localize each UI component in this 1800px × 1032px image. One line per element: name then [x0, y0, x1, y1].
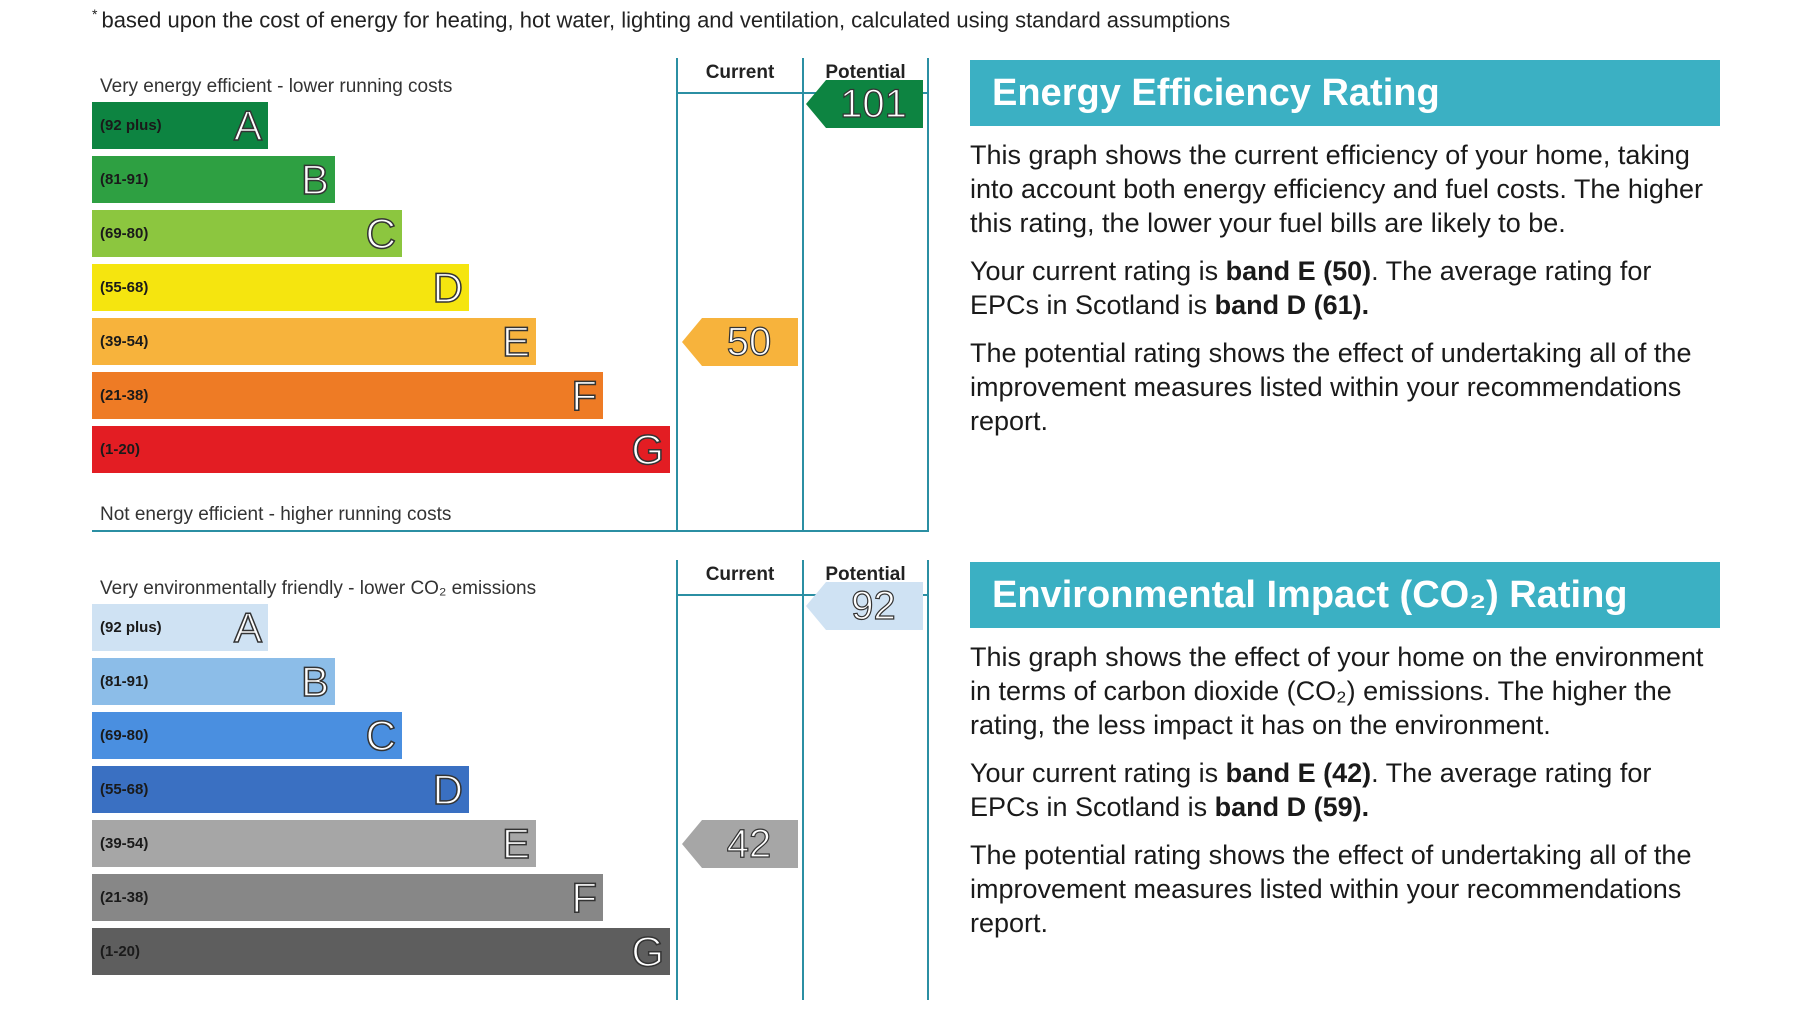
- potential-rating-arrow: 101: [806, 80, 923, 128]
- band-bar-e: (39-54) E: [92, 318, 536, 365]
- rating-text-middle: . The average rating for EPCs in Scotlan…: [970, 758, 1652, 822]
- band-range-label: (55-68): [100, 279, 149, 296]
- column-divider: [802, 560, 804, 1000]
- band-range-label: (1-20): [100, 441, 141, 458]
- band-bar-a: (92 plus) A: [92, 102, 268, 149]
- header-rule: [676, 594, 929, 596]
- band-range-label: (1-20): [100, 943, 141, 960]
- band-range-label: (21-38): [100, 889, 149, 906]
- band-range-label: (69-80): [100, 727, 149, 744]
- average-band-text: band D (59).: [1214, 792, 1370, 822]
- average-band-text: band D (61).: [1214, 290, 1370, 320]
- chart-top-caption: Very energy efficient - lower running co…: [100, 76, 453, 97]
- band-range-label: (92 plus): [100, 619, 162, 636]
- band-bar-d: (55-68) D: [92, 766, 469, 813]
- header-rule: [676, 92, 929, 94]
- panel-description: This graph shows the effect of your home…: [970, 642, 1704, 740]
- energy-efficiency-panel: Energy Efficiency Rating This graph show…: [970, 60, 1720, 438]
- band-letter: A: [233, 101, 263, 149]
- chart-bottom-caption: Not energy efficient - higher running co…: [100, 504, 452, 525]
- current-column-header: Current: [705, 564, 775, 585]
- column-divider: [676, 560, 678, 1000]
- chart-top-caption: Very environmentally friendly - lower CO…: [100, 578, 537, 599]
- footnote-text: based upon the cost of energy for heatin…: [101, 7, 1231, 33]
- band-bar-b: (81-91) B: [92, 156, 335, 203]
- band-letter: C: [365, 711, 397, 759]
- potential-rating-value: 101: [840, 81, 908, 126]
- current-band-text: band E (42): [1225, 758, 1372, 788]
- band-letter: E: [501, 317, 531, 365]
- current-band-text: band E (50): [1225, 256, 1372, 286]
- column-divider: [927, 58, 929, 532]
- band-bar-g: (1-20) G: [92, 426, 670, 473]
- energy-efficiency-chart: Very energy efficient - lower running co…: [92, 58, 930, 532]
- potential-rating-text: The potential rating shows the effect of…: [970, 338, 1692, 436]
- panel-title: Energy Efficiency Rating: [970, 60, 1720, 126]
- band-range-label: (69-80): [100, 225, 149, 242]
- band-range-label: (81-91): [100, 171, 149, 188]
- current-rating-text: Your current rating is band E (42). The …: [970, 756, 1720, 824]
- band-letter: B: [300, 155, 330, 203]
- band-bar-g: (1-20) G: [92, 928, 670, 975]
- band-bar-a: (92 plus) A: [92, 604, 268, 651]
- band-range-label: (92 plus): [100, 117, 162, 134]
- band-letter: E: [501, 819, 531, 867]
- current-rating-text: Your current rating is band E (50). The …: [970, 254, 1720, 322]
- band-letter: B: [300, 657, 330, 705]
- band-range-label: (39-54): [100, 333, 149, 350]
- band-letter: F: [571, 371, 598, 419]
- potential-rating-arrow: 92: [806, 582, 923, 630]
- band-bar-c: (69-80) C: [92, 210, 402, 257]
- band-letter: A: [233, 603, 263, 651]
- band-letter: G: [631, 425, 665, 473]
- footnote-mark: *: [92, 6, 98, 22]
- column-divider: [802, 58, 804, 532]
- environmental-impact-panel: Environmental Impact (CO₂) Rating This g…: [970, 562, 1720, 940]
- current-rating-value: 50: [726, 319, 772, 364]
- rating-text-prefix: Your current rating is: [970, 256, 1226, 286]
- panel-title: Environmental Impact (CO₂) Rating: [970, 562, 1720, 628]
- band-letter: C: [365, 209, 397, 257]
- current-rating-value: 42: [726, 821, 772, 866]
- band-bar-b: (81-91) B: [92, 658, 335, 705]
- current-rating-arrow: 42: [682, 820, 798, 868]
- band-range-label: (81-91): [100, 673, 149, 690]
- current-rating-arrow: 50: [682, 318, 798, 366]
- band-range-label: (39-54): [100, 835, 149, 852]
- band-range-label: (55-68): [100, 781, 149, 798]
- potential-column-header: Potential: [825, 62, 906, 83]
- environmental-impact-chart: Very environmentally friendly - lower CO…: [92, 560, 930, 1032]
- potential-rating-value: 92: [851, 583, 897, 628]
- rating-text-middle: . The average rating for EPCs in Scotlan…: [970, 256, 1652, 320]
- band-letter: D: [432, 263, 464, 311]
- band-bar-c: (69-80) C: [92, 712, 402, 759]
- band-letter: F: [571, 873, 598, 921]
- band-bar-f: (21-38) F: [92, 874, 603, 921]
- band-letter: G: [631, 927, 665, 975]
- footnote: * based upon the cost of energy for heati…: [92, 6, 1230, 33]
- band-range-label: (21-38): [100, 387, 149, 404]
- current-column-header: Current: [705, 62, 775, 83]
- column-divider: [676, 58, 678, 532]
- panel-description: This graph shows the current efficiency …: [970, 140, 1703, 238]
- column-divider: [927, 560, 929, 1000]
- potential-rating-text: The potential rating shows the effect of…: [970, 840, 1692, 938]
- band-bar-f: (21-38) F: [92, 372, 603, 419]
- rating-text-prefix: Your current rating is: [970, 758, 1226, 788]
- band-bar-e: (39-54) E: [92, 820, 536, 867]
- band-bar-d: (55-68) D: [92, 264, 469, 311]
- band-letter: D: [432, 765, 464, 813]
- chart-bottom-rule: [92, 530, 929, 532]
- potential-column-header: Potential: [825, 564, 906, 585]
